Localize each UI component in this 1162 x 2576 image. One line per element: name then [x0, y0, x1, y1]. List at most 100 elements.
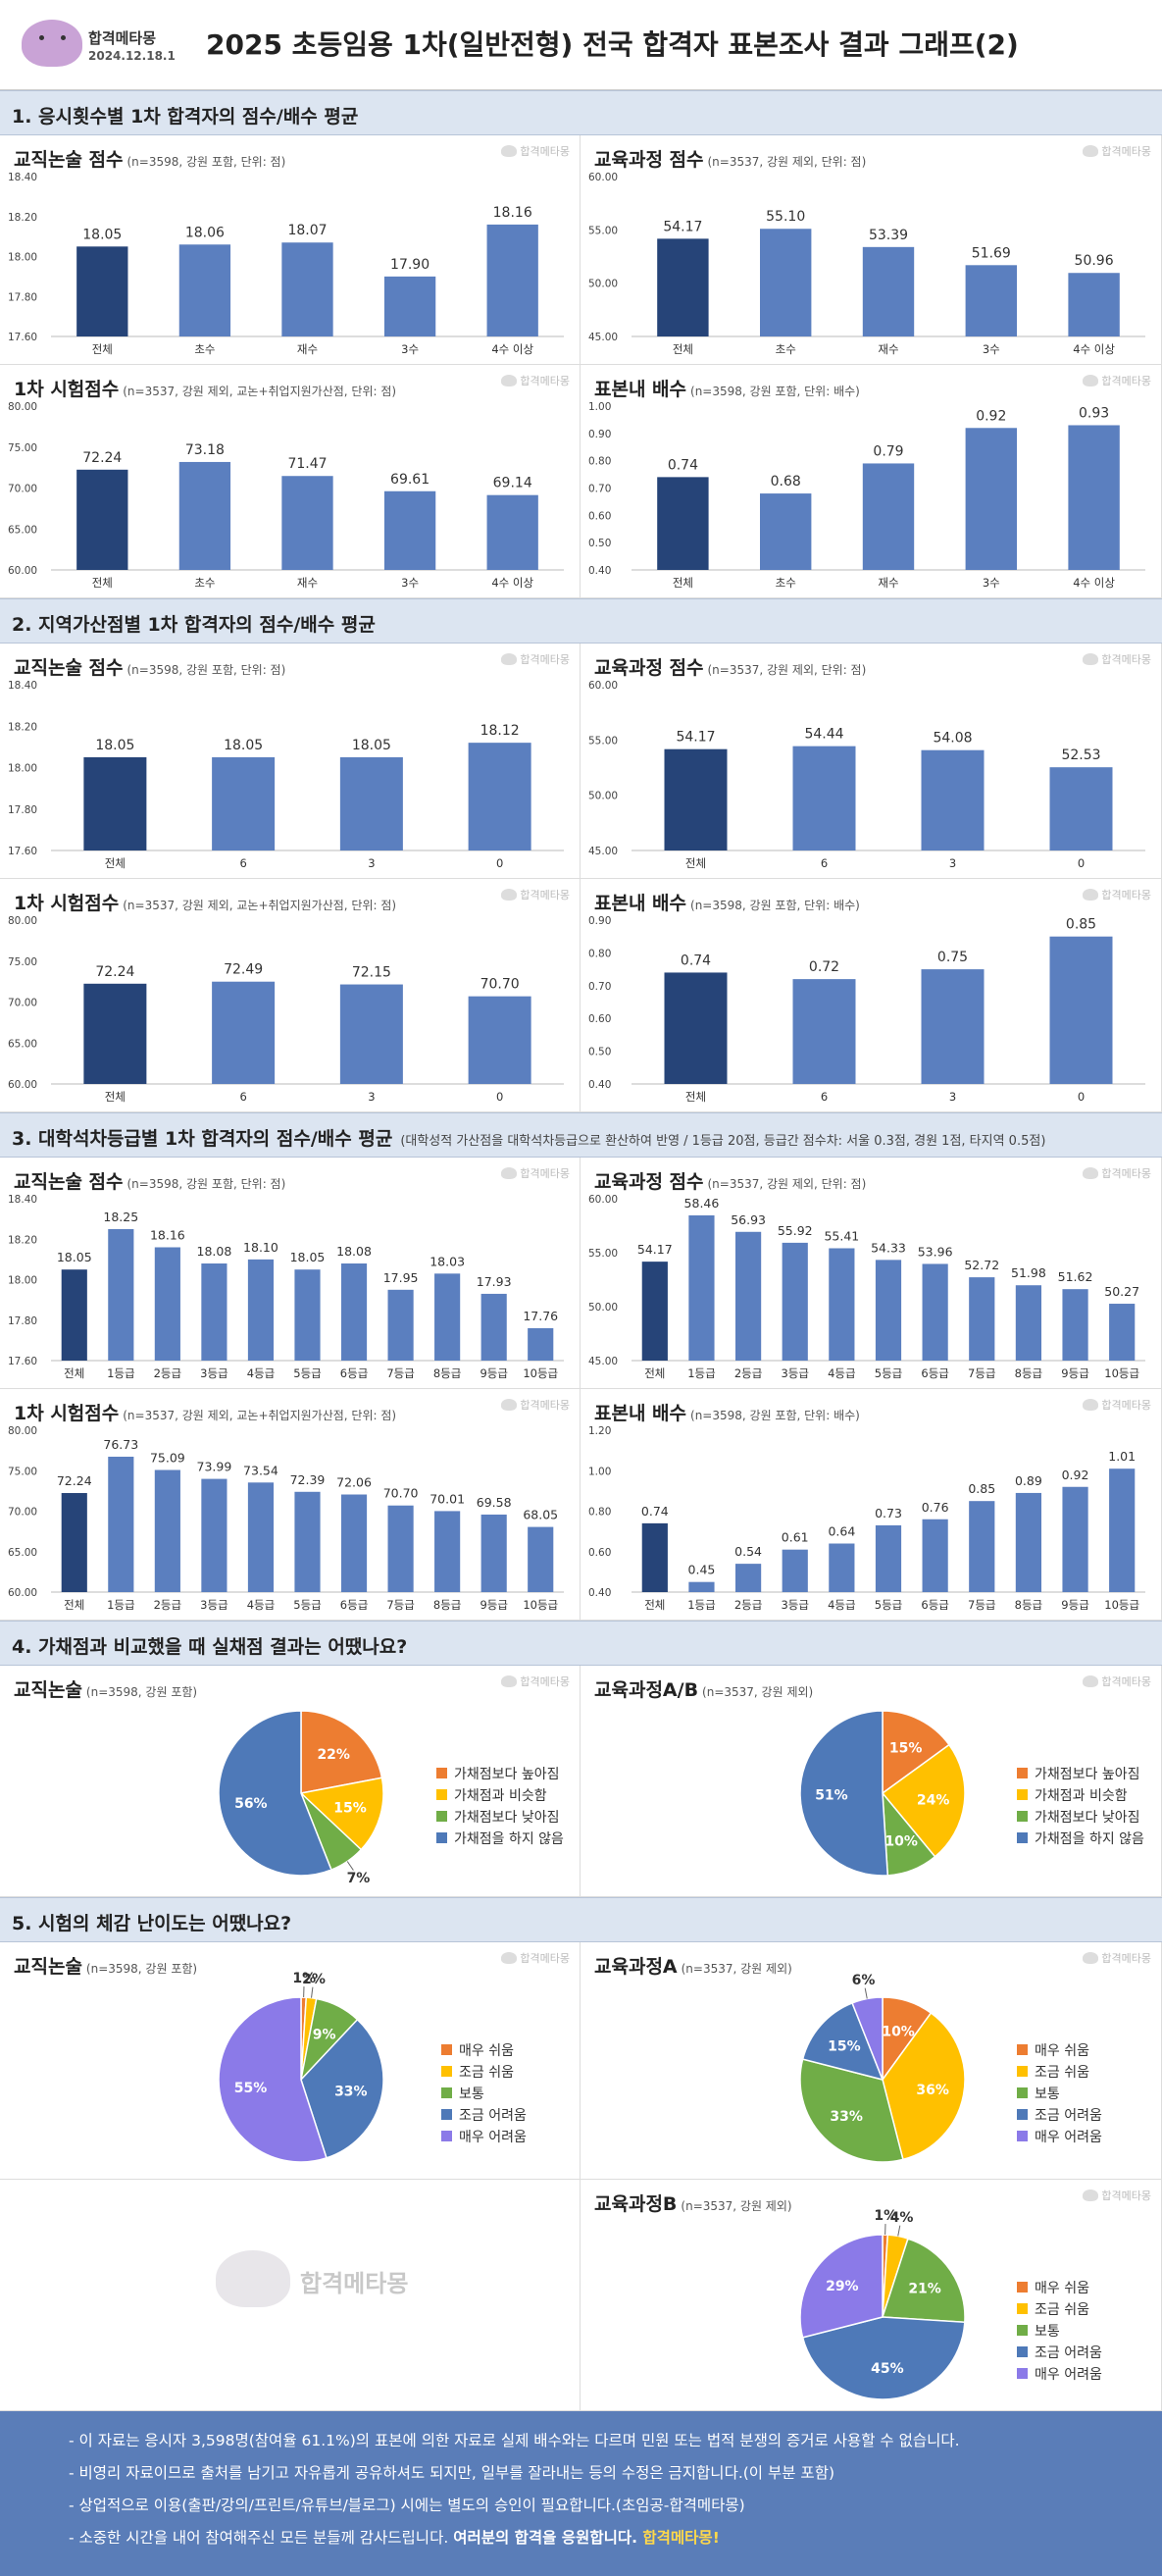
- bar: [340, 1494, 368, 1592]
- mascot-icon: [1083, 1952, 1099, 1964]
- data-label: 55.41: [824, 1228, 859, 1243]
- legend-label: 가채점보다 높아짐: [454, 1767, 560, 1782]
- mascot-icon: [501, 1399, 518, 1411]
- watermark: 합격메타몽: [1083, 373, 1151, 388]
- legend-swatch: [1017, 1789, 1028, 1800]
- logo: 합격메타몽 2024.12.18.1: [18, 14, 176, 77]
- bar: [486, 494, 538, 570]
- data-label: 53.96: [918, 1244, 953, 1259]
- pie-slice: [299, 1777, 384, 1851]
- x-tick-label: 10등급: [523, 1366, 558, 1380]
- chart-note: (n=3537, 강원 제외, 단위: 점): [707, 155, 867, 169]
- pie-slice: [300, 2018, 384, 2159]
- y-tick-label: 45.00: [588, 332, 618, 343]
- bar: [664, 748, 728, 850]
- slice-label: 33%: [830, 2109, 863, 2125]
- mascot-icon: [1083, 375, 1099, 386]
- chart-title-text: 교육과정A/B: [594, 1679, 699, 1701]
- y-tick-label: 70.00: [8, 484, 37, 495]
- section-title-text: 3. 대학석차등급별 1차 합격자의 점수/배수 평균: [12, 1128, 393, 1150]
- y-tick-label: 0.40: [588, 1079, 611, 1091]
- legend-item: 매우 어려움: [1017, 2364, 1102, 2386]
- chart-panel: 교직논술 점수 (n=3598, 강원 포함, 단위: 점) 합격메타몽 17.60 1…: [0, 644, 581, 879]
- bar: [434, 1273, 461, 1361]
- legend-item: 조금 쉬움: [1017, 2062, 1102, 2084]
- x-tick-label: 5등급: [293, 1598, 321, 1612]
- data-label: 72.15: [352, 965, 391, 981]
- x-tick-label: 2등급: [154, 1366, 181, 1380]
- data-label: 18.05: [352, 738, 391, 753]
- bar: [1109, 1304, 1136, 1361]
- y-tick-label: 45.00: [588, 1356, 618, 1367]
- x-tick-label: 6등급: [340, 1598, 368, 1612]
- legend-label: 매우 쉬움: [1035, 2281, 1089, 2296]
- y-tick-label: 0.70: [588, 981, 611, 993]
- legend-label: 가채점보다 낮아짐: [454, 1810, 560, 1826]
- x-tick-label: 3수: [401, 576, 419, 590]
- pie-slice: [218, 1710, 332, 1877]
- legend: 가채점보다 높아짐 가채점과 비슷함 가채점보다 낮아짐 가채점을 하지 않음: [436, 1764, 564, 1850]
- legend-item: 매우 쉬움: [441, 2040, 527, 2062]
- pie-slice: [218, 1996, 328, 2163]
- x-tick-label: 전체: [644, 1598, 665, 1612]
- chart-note: (n=3598, 강원 포함, 단위: 점): [126, 1177, 286, 1191]
- bar: [782, 1549, 808, 1592]
- section-title: 5. 시험의 체감 난이도는 어땠나요?: [12, 1913, 292, 1934]
- bar: [281, 476, 333, 570]
- chart-title-text: 1차 시험점수: [14, 379, 120, 400]
- y-tick-label: 0.80: [588, 456, 611, 468]
- legend-label: 매우 어려움: [1035, 2367, 1102, 2383]
- chart-title-text: 표본내 배수: [594, 1403, 687, 1424]
- mascot-icon: [1083, 653, 1099, 665]
- y-tick-label: 45.00: [588, 846, 618, 857]
- y-tick-label: 18.20: [8, 212, 37, 224]
- watermark-text: 합격메타몽: [1101, 1675, 1151, 1688]
- x-tick-label: 재수: [297, 342, 318, 356]
- mascot-icon: [501, 1675, 518, 1687]
- legend-swatch: [1017, 2066, 1028, 2077]
- legend-label: 조금 쉬움: [459, 2065, 514, 2081]
- legend-item: 매우 어려움: [1017, 2127, 1102, 2148]
- bar-chart: 17.60 17.80 18.00 18.20 18.40 18.05 전체 18.05 6 18…: [8, 680, 564, 870]
- legend-swatch: [1017, 2325, 1028, 2336]
- legend-swatch: [1017, 2044, 1028, 2055]
- data-label: 18.06: [185, 225, 225, 240]
- data-label: 18.25: [103, 1210, 138, 1224]
- data-label: 18.05: [82, 227, 122, 242]
- y-tick-label: 0.50: [588, 538, 611, 549]
- bar: [969, 1277, 995, 1361]
- bar: [76, 469, 128, 570]
- x-tick-label: 1등급: [107, 1598, 134, 1612]
- bar: [528, 1328, 554, 1361]
- legend-swatch: [1017, 2282, 1028, 2293]
- legend-label: 가채점보다 낮아짐: [1035, 1810, 1140, 1826]
- legend-label: 가채점과 비슷함: [454, 1788, 547, 1804]
- legend-label: 가채점보다 높아짐: [1035, 1767, 1140, 1782]
- x-tick-label: 전체: [64, 1366, 84, 1380]
- bar: [688, 1581, 715, 1592]
- y-tick-label: 50.00: [588, 279, 618, 290]
- bar: [1015, 1492, 1042, 1592]
- chart-note: (n=3598, 강원 포함, 단위: 점): [126, 663, 286, 677]
- watermark-text: 합격메타몽: [1101, 653, 1151, 666]
- bar: [760, 229, 812, 336]
- bar: [862, 246, 915, 336]
- data-label: 18.12: [480, 723, 520, 739]
- leader-line: [346, 1861, 354, 1871]
- x-tick-label: 1등급: [687, 1598, 715, 1612]
- x-tick-label: 10등급: [523, 1598, 558, 1612]
- legend-item: 보통: [441, 2084, 527, 2105]
- chart-panel: 교직논술 점수 (n=3598, 강원 포함, 단위: 점) 합격메타몽 17.60 1…: [0, 135, 581, 365]
- legend-item: 가채점보다 높아짐: [436, 1764, 564, 1785]
- chart-title: 교육과정B (n=3537, 강원 제외): [594, 2190, 792, 2216]
- y-tick-label: 60.00: [588, 680, 618, 692]
- bar: [965, 428, 1017, 570]
- chart-title: 교육과정 점수 (n=3537, 강원 제외, 단위: 점): [594, 145, 866, 172]
- pie-panel: 교직논술 (n=3598, 강원 포함) 합격메타몽 22% 15% 7% 56% 가채점보다…: [0, 1666, 581, 1897]
- bar: [339, 756, 403, 850]
- data-label: 52.72: [964, 1258, 999, 1272]
- x-tick-label: 재수: [297, 576, 318, 590]
- y-tick-label: 55.00: [588, 225, 618, 236]
- bar: [387, 1505, 414, 1592]
- big-watermark: 합격메타몽: [216, 2246, 471, 2315]
